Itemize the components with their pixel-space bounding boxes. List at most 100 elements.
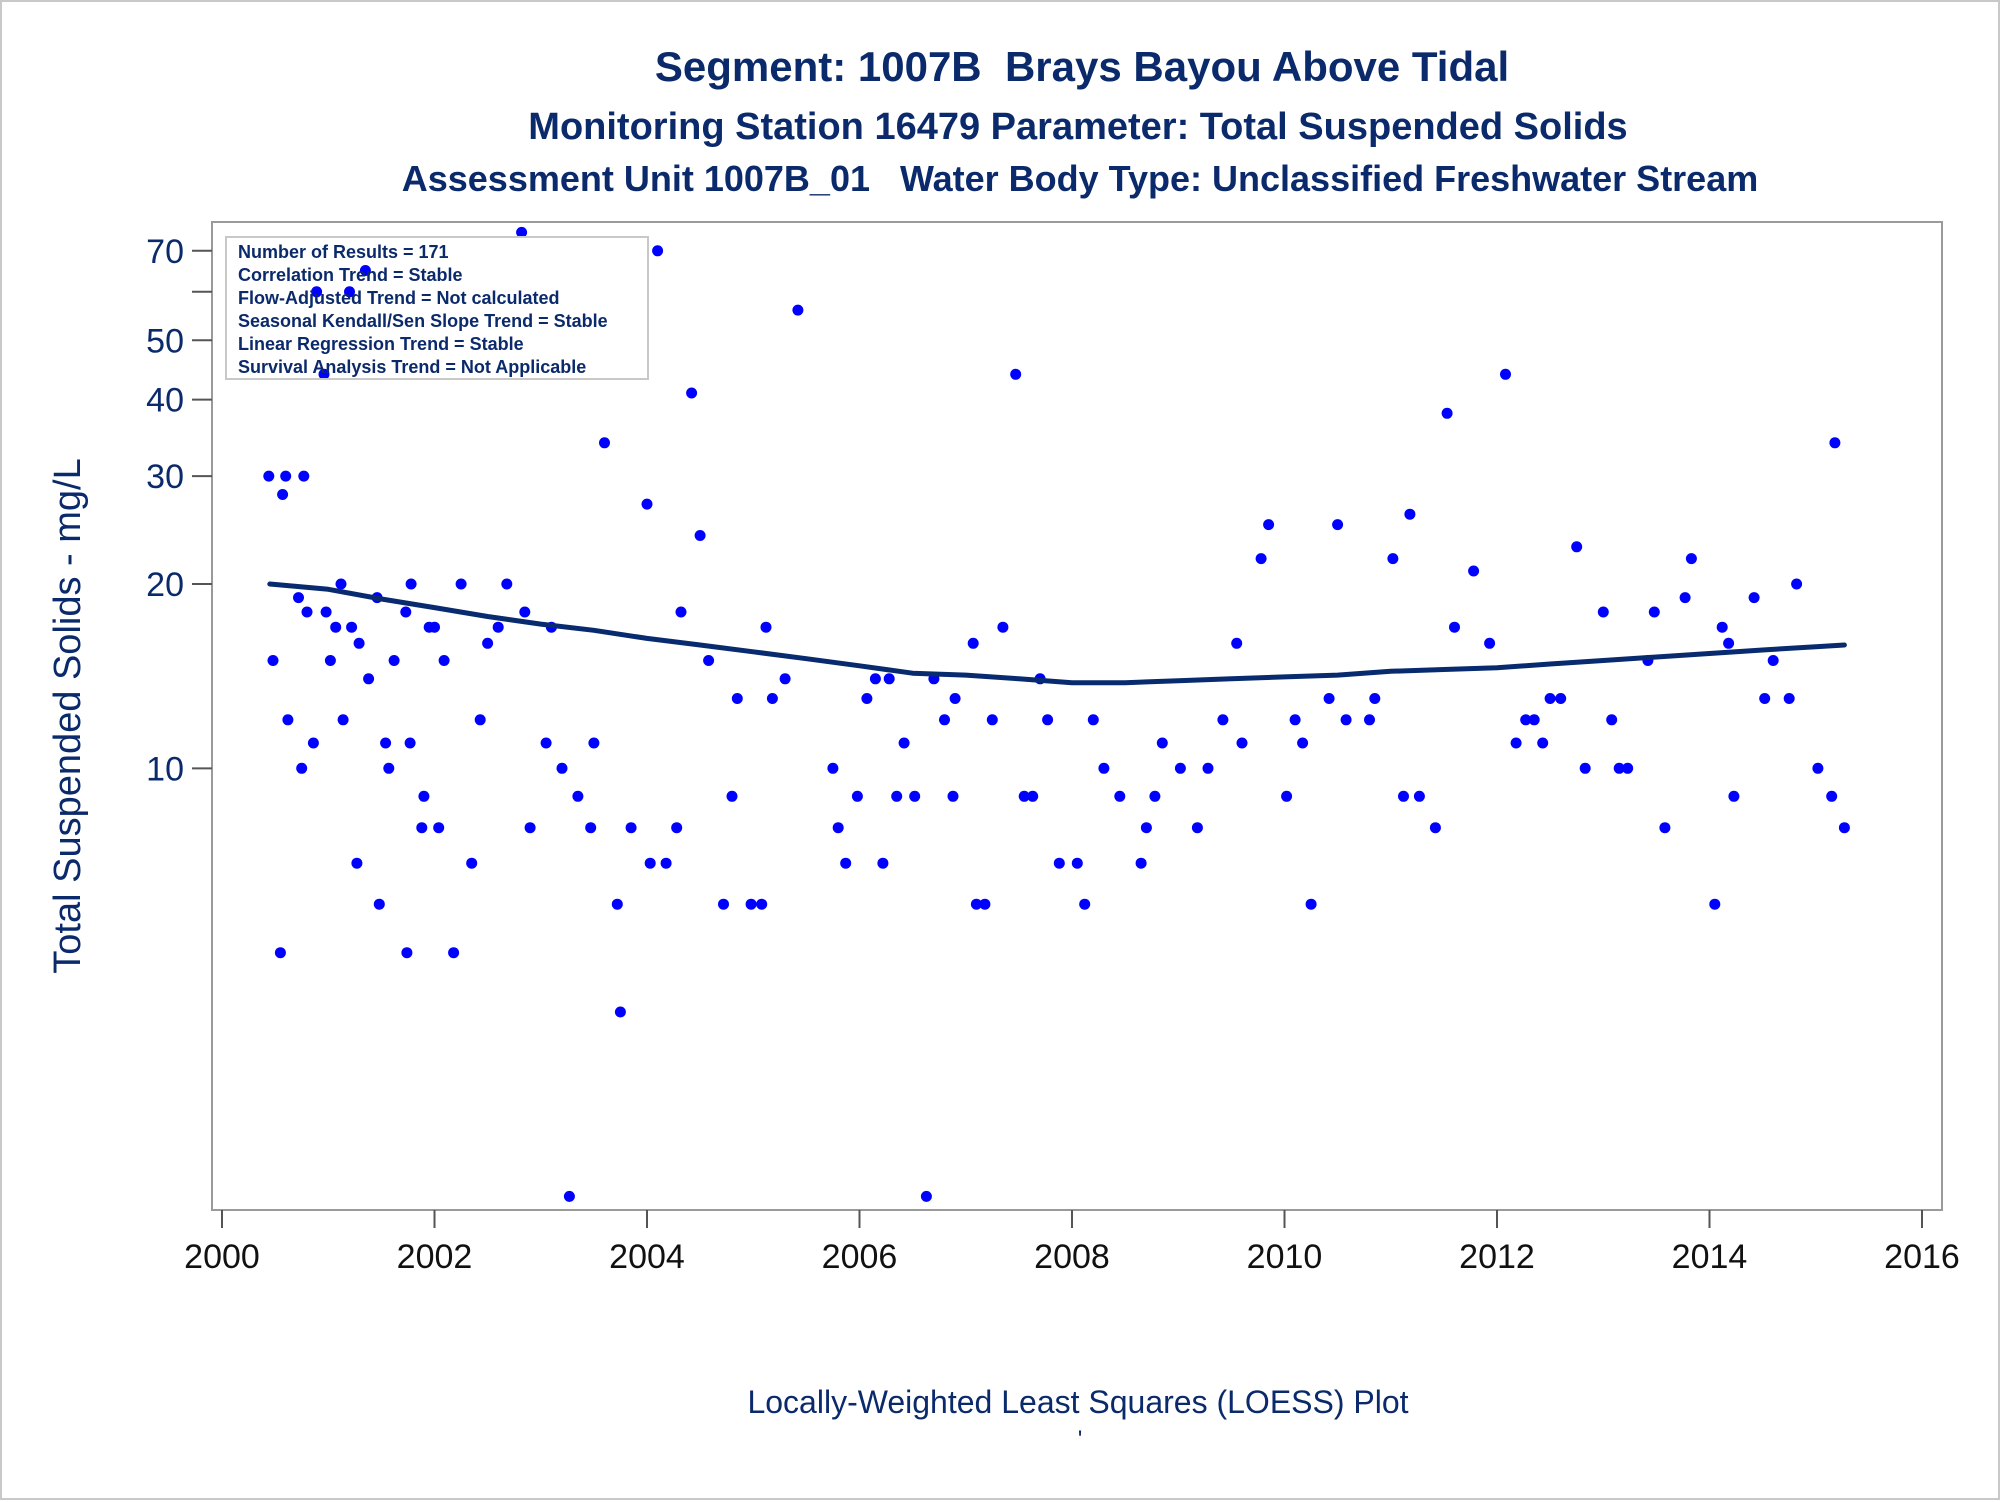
data-point — [947, 790, 959, 802]
data-point — [1174, 762, 1186, 774]
data-point — [1018, 790, 1030, 802]
chart-subtitle-2: Assessment Unit 1007B_01 Water Body Type… — [402, 158, 1759, 199]
data-point — [274, 947, 286, 959]
data-point — [1340, 714, 1352, 726]
data-point — [1114, 790, 1126, 802]
data-point — [599, 437, 610, 449]
data-point — [986, 714, 998, 726]
stat-correlation-trend: Correlation Trend = Stable — [238, 265, 463, 285]
x-tick-label: 2016 — [1884, 1238, 1960, 1276]
data-point — [474, 714, 486, 726]
data-point — [1098, 762, 1110, 774]
data-point — [625, 822, 637, 834]
data-point — [979, 898, 991, 910]
data-point — [324, 655, 336, 666]
data-point — [556, 762, 568, 774]
data-point — [1606, 714, 1618, 726]
data-point — [832, 822, 844, 834]
data-point — [416, 822, 428, 834]
data-point — [1723, 637, 1735, 649]
data-point — [438, 655, 450, 666]
data-point — [353, 637, 365, 649]
data-point — [405, 578, 417, 590]
data-point — [1783, 693, 1795, 704]
data-point — [588, 737, 600, 749]
chart-title: Segment: 1007B Brays Bayou Above Tidal — [655, 43, 1509, 90]
data-point — [861, 693, 873, 704]
data-point — [1231, 637, 1243, 649]
data-point — [1027, 790, 1039, 802]
data-point — [851, 790, 863, 802]
data-point — [501, 578, 513, 590]
data-point — [418, 790, 430, 802]
data-point — [1156, 737, 1168, 749]
data-point — [337, 714, 349, 726]
data-point — [1079, 898, 1091, 910]
stat-number-of-results: Number of Results = 171 — [238, 242, 449, 262]
data-point — [429, 621, 440, 633]
data-point — [611, 898, 623, 910]
x-tick-label: 2014 — [1672, 1238, 1748, 1276]
data-point — [1140, 822, 1152, 834]
data-point — [891, 790, 903, 802]
data-point — [1217, 714, 1229, 726]
x-axis: 2000 2002 2004 2006 2008 2010 2012 2014 2016 — [184, 1210, 1960, 1276]
data-point — [296, 762, 308, 774]
data-point — [1555, 693, 1567, 704]
data-point — [373, 898, 385, 910]
data-point — [1597, 606, 1609, 618]
stat-survival-analysis-trend: Survival Analysis Trend = Not Applicable — [238, 357, 586, 377]
chart-subtitle: Monitoring Station 16479 Parameter: Tota… — [528, 106, 1627, 148]
data-point — [766, 693, 778, 704]
data-point — [1255, 553, 1267, 565]
data-point — [388, 655, 400, 666]
data-point — [380, 737, 392, 749]
data-point — [726, 790, 738, 802]
data-point — [652, 245, 664, 257]
data-point — [563, 1190, 575, 1202]
data-point — [400, 606, 412, 618]
data-point — [792, 304, 804, 316]
y-tick-label: 70 — [146, 233, 184, 271]
data-point — [311, 286, 323, 298]
x-tick-label: 2006 — [822, 1238, 898, 1276]
data-point — [1544, 693, 1556, 704]
data-point — [1709, 898, 1721, 910]
data-point — [1528, 714, 1540, 726]
data-point — [318, 368, 330, 380]
data-point — [1413, 790, 1425, 802]
data-point — [779, 673, 791, 685]
stat-flow-adjusted-trend: Flow-Adjusted Trend = Not calculated — [238, 288, 560, 308]
data-point — [731, 693, 743, 704]
data-point — [540, 737, 552, 749]
data-point — [760, 621, 772, 633]
data-point — [1441, 407, 1453, 419]
data-point — [718, 898, 729, 910]
data-point — [641, 498, 653, 510]
data-point — [516, 226, 528, 238]
y-axis-label: Total Suspended Solids - mg/L — [47, 458, 89, 973]
data-point — [1579, 762, 1591, 774]
data-point — [1622, 762, 1634, 774]
data-point — [1468, 565, 1480, 577]
y-tick-label: 20 — [146, 566, 184, 604]
data-point — [282, 714, 294, 726]
data-point — [1679, 592, 1691, 604]
data-point — [614, 1006, 626, 1018]
data-point — [404, 737, 416, 749]
data-point — [1135, 857, 1147, 869]
data-point — [1520, 714, 1532, 726]
data-point — [827, 762, 839, 774]
data-point — [298, 470, 310, 482]
y-tick-label: 40 — [146, 382, 184, 420]
scatter-points — [263, 226, 1850, 1202]
data-point — [1149, 790, 1161, 802]
data-point — [1042, 714, 1054, 726]
data-point — [1571, 541, 1583, 553]
data-point — [263, 470, 275, 482]
y-tick-label: 50 — [146, 322, 184, 360]
y-tick-label: 30 — [146, 458, 184, 496]
data-point — [694, 530, 706, 541]
data-point — [1297, 737, 1309, 749]
data-point — [1263, 519, 1275, 531]
